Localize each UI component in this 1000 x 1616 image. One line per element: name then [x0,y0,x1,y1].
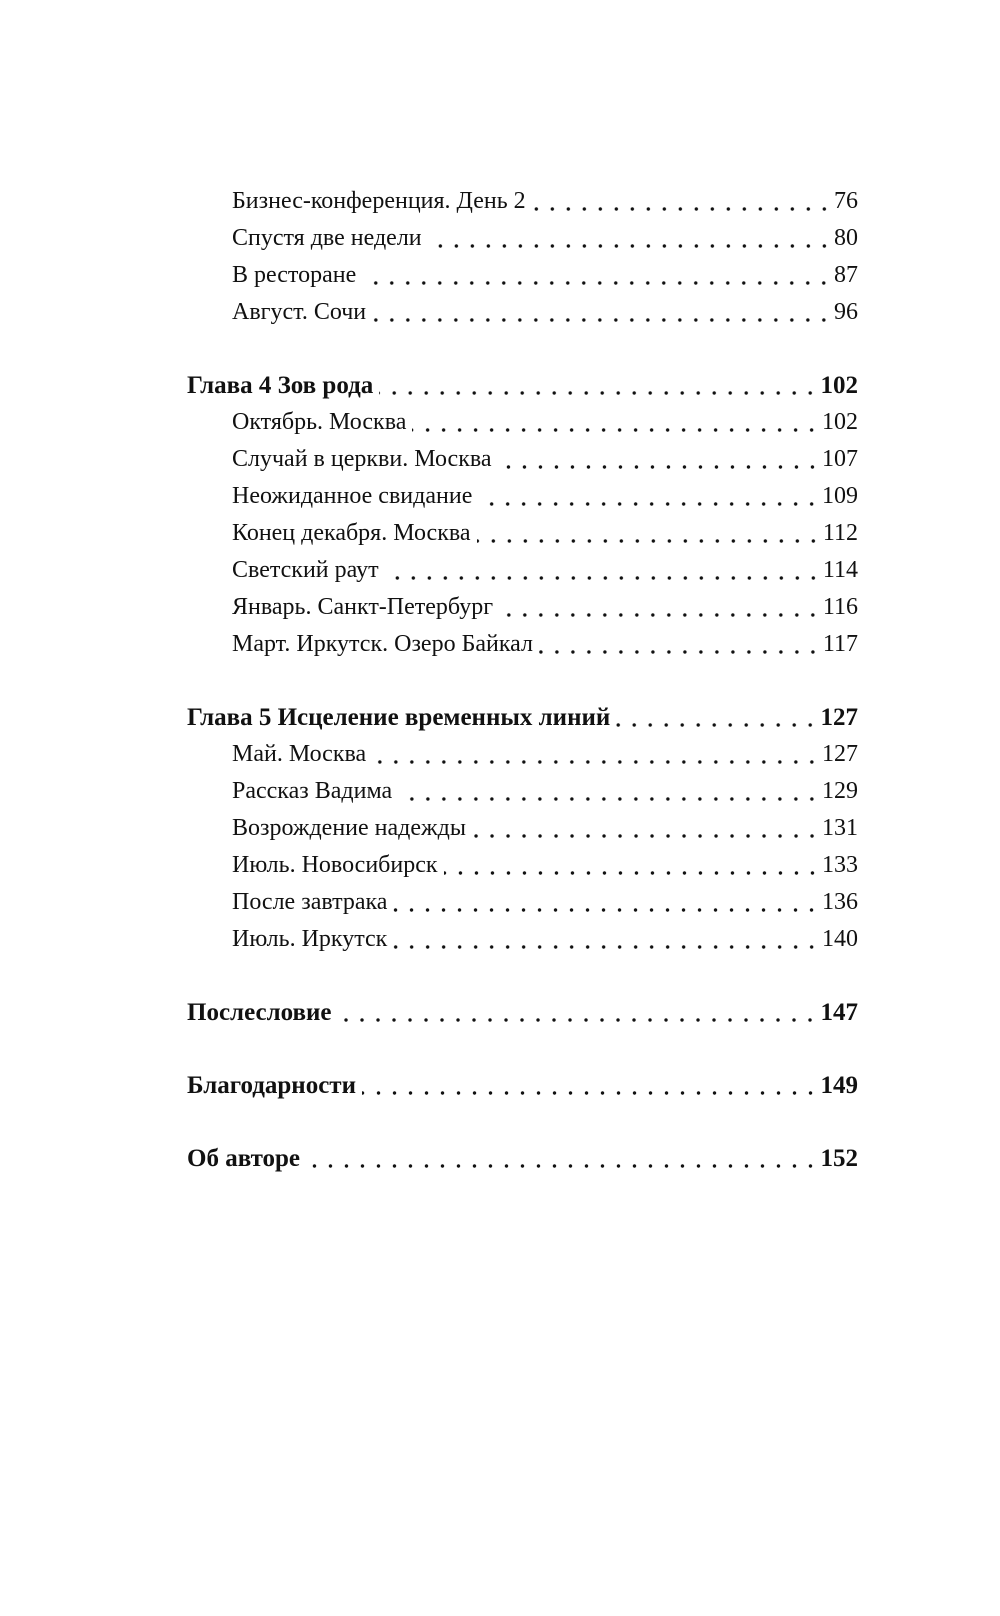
toc-chapter-entry: Послесловие 147 [187,994,858,1031]
toc-entry: Светский раут 114 [187,552,858,589]
toc-entry: Спустя две недели 80 [187,220,858,257]
dot-leader [443,869,820,876]
entry-page-number: 116 [822,594,858,620]
toc-entry: После завтрака 136 [187,884,858,921]
dot-leader [393,906,820,913]
entry-title: После завтрака [232,889,388,915]
toc-entry: Бизнес-конференция. День 2 76 [187,183,858,220]
dot-leader [616,721,819,728]
toc-entry: Июль. Иркутск 140 [187,921,858,958]
entry-page-number: 112 [822,520,858,546]
dot-leader [393,943,820,950]
entry-page-number: 87 [834,262,858,288]
entry-title: Рассказ Вадима [232,778,393,804]
dot-leader [476,537,821,544]
dot-leader [337,1016,819,1023]
entry-title: Август. Сочи [232,299,367,325]
entry-title: Послесловие [187,999,332,1026]
entry-page-number: 136 [822,889,858,915]
entry-page-number: 80 [834,225,858,251]
toc-chapter-entry: Благодарности 149 [187,1067,858,1104]
entry-title: Октябрь. Москва [232,409,407,435]
dot-leader [361,1089,819,1096]
entry-title: Март. Иркутск. Озеро Байкал [232,631,533,657]
entry-page-number: 149 [820,1072,859,1099]
entry-title: Бизнес-конференция. День 2 [232,188,526,214]
entry-page-number: 133 [822,852,858,878]
entry-title: Спустя две недели [232,225,422,251]
dot-leader [398,795,820,802]
entry-title: Июль. Иркутск [232,926,388,952]
entry-page-number: 127 [820,704,859,731]
entry-page-number: 109 [822,483,858,509]
dot-leader [372,758,820,765]
entry-title: Светский раут [232,557,379,583]
entry-title: Неожиданное свидание [232,483,473,509]
toc-entry: Март. Иркутск. Озеро Байкал 117 [187,626,858,663]
entry-title: Возрождение надежды [232,815,466,841]
toc-chapter-entry: Глава 5 Исцеление временных линий 127 [187,699,858,736]
entry-page-number: 147 [820,999,859,1026]
dot-leader [478,500,820,507]
toc-entry: Август. Сочи 96 [187,294,858,331]
toc-entry: Конец декабря. Москва 112 [187,515,858,552]
dot-leader [379,389,819,396]
toc-chapter-entry: Об авторе 152 [187,1140,858,1177]
entry-page-number: 102 [820,372,859,399]
dot-leader [372,316,832,323]
toc-entry: В ресторане 87 [187,257,858,294]
toc-entry: Случай в церкви. Москва 107 [187,441,858,478]
entry-title: Об авторе [187,1145,301,1172]
toc-entry: Октябрь. Москва 102 [187,404,858,441]
dot-leader [471,832,820,839]
toc-chapter-entry: Глава 4 Зов рода 102 [187,367,858,404]
entry-page-number: 117 [822,631,858,657]
entry-page-number: 102 [822,409,858,435]
entry-page-number: 140 [822,926,858,952]
table-of-contents: Бизнес-конференция. День 2 76 Спустя две н… [187,183,858,1177]
dot-leader [427,242,832,249]
entry-page-number: 127 [822,741,858,767]
toc-entry: Январь. Санкт-Петербург 116 [187,589,858,626]
entry-page-number: 152 [820,1145,859,1172]
toc-entry: Май. Москва 127 [187,736,858,773]
entry-page-number: 76 [834,188,858,214]
dot-leader [384,574,821,581]
entry-title: Благодарности [187,1072,356,1099]
entry-page-number: 114 [822,557,858,583]
entry-page-number: 96 [834,299,858,325]
entry-page-number: 129 [822,778,858,804]
dot-leader [538,648,821,655]
entry-title: Июль. Новосибирск [232,852,438,878]
toc-entry: Возрождение надежды 131 [187,810,858,847]
entry-title: Май. Москва [232,741,367,767]
dot-leader [412,426,820,433]
entry-title: Глава 4 Зов рода [187,372,374,399]
entry-title: Глава 5 Исцеление временных линий [187,704,611,731]
toc-entry: Июль. Новосибирск 133 [187,847,858,884]
dot-leader [362,279,832,286]
entry-page-number: 107 [822,446,858,472]
toc-entry: Неожиданное свидание 109 [187,478,858,515]
dot-leader [531,205,832,212]
entry-page-number: 131 [822,815,858,841]
entry-title: Январь. Санкт-Петербург [232,594,494,620]
dot-leader [499,611,821,618]
entry-title: Конец декабря. Москва [232,520,471,546]
entry-title: В ресторане [232,262,357,288]
dot-leader [306,1162,819,1169]
toc-entry: Рассказ Вадима 129 [187,773,858,810]
dot-leader [497,463,820,470]
entry-title: Случай в церкви. Москва [232,446,492,472]
